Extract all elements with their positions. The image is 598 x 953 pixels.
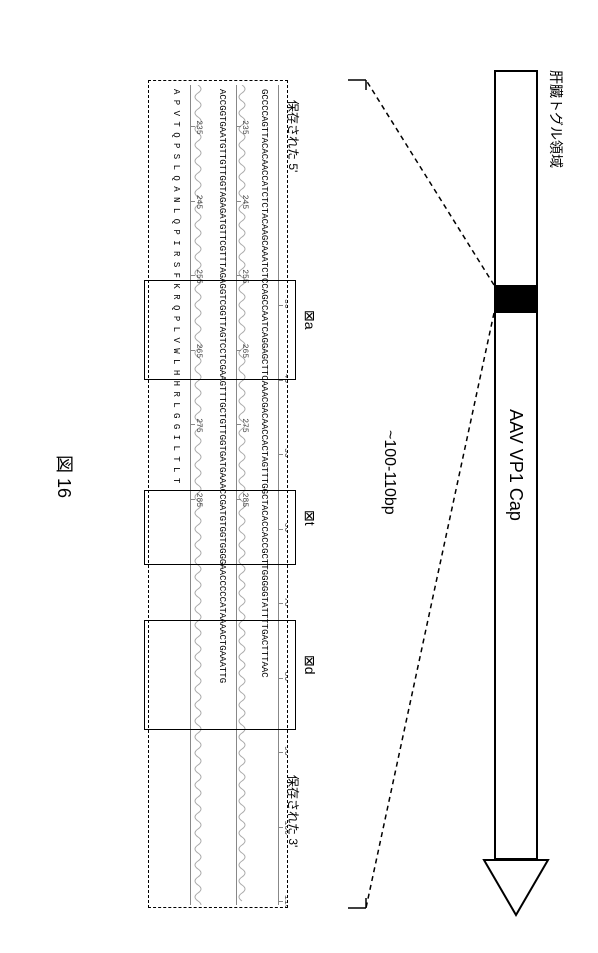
axis-number: 245 [194, 195, 203, 209]
axis-number: 245 [240, 195, 249, 209]
seq-nt-bottom: ACCGGTGAATGTTGTTGGTAGAGATGTTCGTTTAGAGGTC… [217, 89, 227, 683]
region-d-box [144, 620, 296, 730]
rotated-stage: 肝臓トグル領域 AAV VP1 Cap ~100-110bp ⊠a ⊠t ⊠d … [0, 0, 598, 953]
axis-number: 235 [240, 120, 249, 134]
axis-number: 90 [282, 746, 288, 756]
seq-nt-top: GCCCCAGTTACACAACCATCTCTACAAGCAAATCTCCAGC… [259, 89, 269, 678]
axis-number: 275 [194, 418, 203, 432]
region-t-box [144, 490, 296, 565]
axis-number: 110 [282, 895, 288, 908]
figure-number-label: 図 16 [52, 455, 78, 498]
axis-number: 50 [282, 448, 288, 458]
region-d-label: ⊠d [301, 655, 318, 675]
region-a-box [144, 280, 296, 380]
bp-length-label: ~100-110bp [380, 430, 398, 515]
axis-number: 100 [282, 821, 288, 835]
axis-number: 275 [240, 418, 249, 432]
region-a-label: ⊠a [301, 310, 318, 330]
region-t-label: ⊠t [301, 510, 318, 526]
axis-number: 70 [282, 597, 288, 607]
axis-number: 235 [194, 120, 203, 134]
